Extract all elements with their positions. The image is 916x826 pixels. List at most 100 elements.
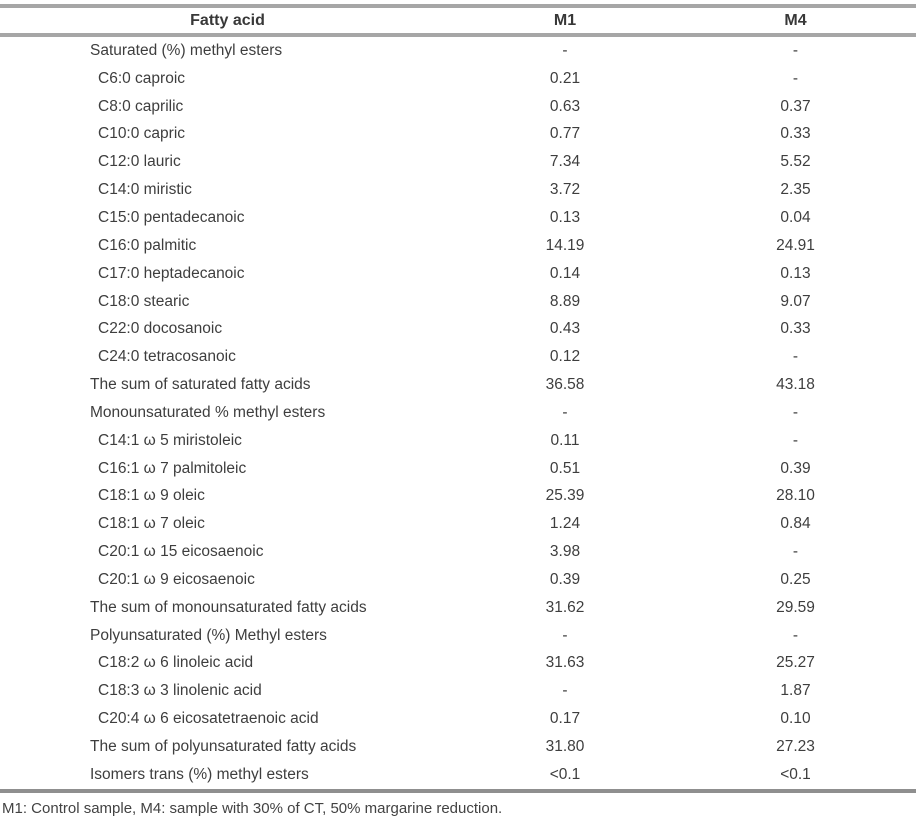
- m4-value: 0.13: [780, 264, 811, 282]
- m4-value: 0.84: [780, 515, 811, 533]
- m4-value: 25.27: [776, 654, 815, 672]
- m4-value: 24.91: [776, 236, 815, 254]
- table-row: The sum of monounsaturated fatty acids 31…: [0, 594, 916, 622]
- table-row: C8:0 caprilic 0.63 0.37: [0, 93, 916, 121]
- column-header-m1: M1: [553, 11, 577, 29]
- fatty-acid-label: C18:1 ω 9 oleic: [98, 487, 205, 505]
- fatty-acid-label: The sum of saturated fatty acids: [90, 376, 311, 394]
- table-row: C20:1 ω 9 eicosaenoic 0.39 0.25: [0, 566, 916, 594]
- m1-value: 3.72: [549, 181, 581, 199]
- table-row: C16:1 ω 7 palmitoleic 0.51 0.39: [0, 455, 916, 483]
- m4-value: -: [792, 403, 799, 421]
- m1-value: 14.19: [545, 236, 585, 254]
- m4-value: -: [792, 41, 799, 59]
- table-row: Isomers trans (%) methyl esters <0.1 <0.1: [0, 761, 916, 789]
- m1-value: 31.80: [545, 738, 585, 756]
- m1-value: 7.34: [549, 153, 581, 171]
- m4-value: 0.33: [780, 320, 811, 338]
- m1-value: 0.14: [549, 264, 581, 282]
- m4-value: 27.23: [776, 738, 815, 756]
- m1-value: 25.39: [545, 487, 585, 505]
- fatty-acid-label: Isomers trans (%) methyl esters: [90, 765, 309, 783]
- column-header-fatty-acid: Fatty acid: [190, 11, 265, 29]
- m4-value: -: [792, 543, 799, 561]
- m1-value: 0.39: [549, 570, 581, 588]
- table-row: C20:4 ω 6 eicosatetraenoic acid 0.17 0.10: [0, 705, 916, 733]
- fatty-acid-label: C15:0 pentadecanoic: [98, 208, 245, 226]
- fatty-acid-label: C17:0 heptadecanoic: [98, 264, 245, 282]
- m1-value: 0.77: [549, 125, 581, 143]
- m1-value: 3.98: [549, 543, 581, 561]
- table-row: C22:0 docosanoic 0.43 0.33: [0, 315, 916, 343]
- fatty-acid-label: C18:1 ω 7 oleic: [98, 515, 205, 533]
- fatty-acid-label: C18:0 stearic: [98, 292, 190, 310]
- fatty-acid-label: C10:0 capric: [98, 125, 186, 143]
- fatty-acid-label: C16:1 ω 7 palmitoleic: [98, 459, 247, 477]
- m4-value: 29.59: [776, 598, 815, 616]
- column-header-m4: M4: [784, 11, 807, 29]
- table-row: C6:0 caproic 0.21 -: [0, 65, 916, 93]
- fatty-acid-label: The sum of monounsaturated fatty acids: [90, 598, 367, 616]
- m1-value: 0.43: [549, 320, 581, 338]
- m1-value: 0.13: [549, 208, 581, 226]
- fatty-acid-label: Monounsaturated % methyl esters: [90, 403, 326, 421]
- fatty-acid-label: C20:4 ω 6 eicosatetraenoic acid: [98, 710, 319, 728]
- m1-value: -: [562, 403, 568, 421]
- table-row: C18:2 ω 6 linoleic acid 31.63 25.27: [0, 650, 916, 678]
- table-row: Monounsaturated % methyl esters - -: [0, 399, 916, 427]
- m1-value: 31.63: [545, 654, 585, 672]
- m4-value: 28.10: [776, 487, 815, 505]
- fatty-acid-label: C14:0 miristic: [98, 181, 192, 199]
- m4-value: -: [792, 626, 799, 644]
- m4-value: 0.10: [780, 710, 811, 728]
- fatty-acid-label: C24:0 tetracosanoic: [98, 348, 236, 366]
- table-footnote: M1: Control sample, M4: sample with 30% …: [2, 799, 503, 817]
- fatty-acid-label: C18:2 ω 6 linoleic acid: [98, 654, 254, 672]
- m1-value: 0.12: [549, 348, 581, 366]
- m1-value: 1.24: [549, 515, 581, 533]
- fatty-acid-label: C20:1 ω 9 eicosaenoic: [98, 570, 255, 588]
- m4-value: 9.07: [780, 292, 811, 310]
- fatty-acid-label: C12:0 lauric: [98, 153, 181, 171]
- m1-value: 8.89: [549, 292, 581, 310]
- table-row: C14:1 ω 5 miristoleic 0.11 -: [0, 427, 916, 455]
- table-row: Saturated (%) methyl esters - -: [0, 37, 916, 65]
- table-row: C24:0 tetracosanoic 0.12 -: [0, 343, 916, 371]
- m4-value: <0.1: [780, 765, 811, 783]
- table-row: The sum of saturated fatty acids 36.58 43.…: [0, 371, 916, 399]
- fatty-acid-label: C22:0 docosanoic: [98, 320, 223, 338]
- m1-value: 0.51: [549, 459, 581, 477]
- table-row: C18:0 stearic 8.89 9.07: [0, 288, 916, 316]
- m4-value: 0.25: [780, 570, 811, 588]
- m1-value: <0.1: [549, 765, 581, 783]
- table-row: C18:3 ω 3 linolenic acid - 1.87: [0, 677, 916, 705]
- fatty-acid-label: C16:0 palmitic: [98, 236, 197, 254]
- m4-value: 0.33: [780, 125, 811, 143]
- m1-value: 0.17: [549, 710, 581, 728]
- m4-value: -: [792, 431, 799, 449]
- fatty-acid-label: C8:0 caprilic: [98, 97, 184, 115]
- fatty-acid-label: Polyunsaturated (%) Methyl esters: [90, 626, 327, 644]
- m1-value: -: [562, 626, 568, 644]
- table-header-row: Fatty acid M1 M4: [0, 4, 916, 37]
- fatty-acid-label: The sum of polyunsaturated fatty acids: [90, 738, 357, 756]
- m1-value: 31.62: [545, 598, 585, 616]
- table-row: C18:1 ω 9 oleic 25.39 28.10: [0, 483, 916, 511]
- m1-value: 0.11: [550, 431, 580, 449]
- m1-value: 36.58: [545, 376, 585, 394]
- fatty-acid-label: C14:1 ω 5 miristoleic: [98, 431, 242, 449]
- fatty-acid-label: C6:0 caproic: [98, 69, 186, 87]
- table-row: C17:0 heptadecanoic 0.14 0.13: [0, 260, 916, 288]
- m4-value: -: [792, 348, 799, 366]
- table-row: C15:0 pentadecanoic 0.13 0.04: [0, 204, 916, 232]
- table-row: C14:0 miristic 3.72 2.35: [0, 176, 916, 204]
- m4-value: 0.39: [780, 459, 811, 477]
- fatty-acid-label: C20:1 ω 15 eicosaenoic: [98, 543, 264, 561]
- m1-value: -: [562, 682, 568, 700]
- m4-value: -: [792, 69, 799, 87]
- m4-value: 5.52: [780, 153, 811, 171]
- table-row: C12:0 lauric 7.34 5.52: [0, 148, 916, 176]
- table-row: C10:0 capric 0.77 0.33: [0, 121, 916, 149]
- m1-value: 0.63: [549, 97, 581, 115]
- table-row: C18:1 ω 7 oleic 1.24 0.84: [0, 510, 916, 538]
